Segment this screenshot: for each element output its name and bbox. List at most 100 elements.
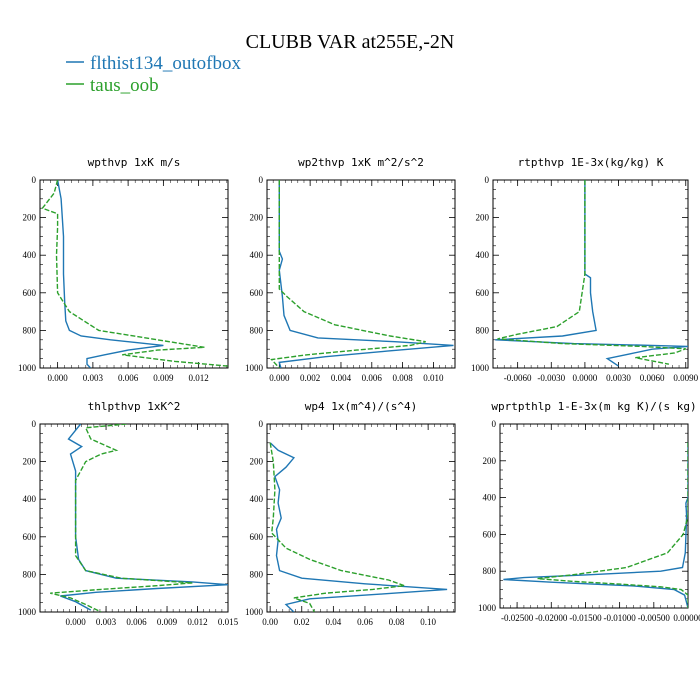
series-line-flthist134 — [56, 180, 164, 368]
y-tick-label: 800 — [23, 569, 37, 579]
y-tick-label: 200 — [476, 213, 490, 223]
x-tick-label: 0.0060 — [640, 373, 665, 383]
subplot-title: wp2thvp 1xK m^2/s^2 — [298, 156, 424, 169]
series-line-taus-oob — [41, 180, 228, 367]
y-tick-label: 0 — [485, 175, 490, 185]
y-tick-label: 800 — [250, 569, 264, 579]
y-tick-label: 200 — [23, 457, 37, 467]
legend-label-0: flthist134_outofbox — [90, 53, 241, 74]
y-tick-label: 1000 — [18, 607, 37, 617]
y-tick-label: 600 — [250, 288, 264, 298]
subplot-5: wprtpthlp 1-E-3x(m kg K)/(s kg) 0 200 400 60… — [478, 400, 700, 623]
y-tick-label: 400 — [250, 494, 264, 504]
y-tick-label: 800 — [483, 566, 497, 576]
x-tick-label: 0.000 — [269, 373, 290, 383]
x-tick-label: 0.06 — [357, 617, 373, 627]
y-tick-label: 800 — [23, 325, 37, 335]
y-tick-label: 600 — [23, 288, 37, 298]
plot-frame — [492, 179, 689, 369]
legend-label-1: taus_oob — [90, 75, 159, 96]
x-tick-label: 0.00000 — [673, 613, 700, 623]
plot-frame — [39, 423, 229, 613]
subplot-1: wp2thvp 1xK m^2/s^2 0 200 400 600 800 1000 0.00… — [245, 156, 456, 383]
series-line-taus-oob — [537, 442, 688, 608]
x-tick-label: 0.003 — [83, 373, 104, 383]
series-line-flthist134 — [503, 442, 688, 608]
x-tick-label: 0.015 — [218, 617, 239, 627]
x-tick-label: 0.04 — [325, 617, 341, 627]
x-tick-label: -0.01500 — [569, 613, 602, 623]
series-line-taus-oob — [270, 180, 426, 368]
y-tick-label: 200 — [23, 213, 37, 223]
y-tick-label: 200 — [250, 457, 264, 467]
y-tick-label: 1000 — [245, 363, 264, 373]
x-tick-label: -0.02500 — [501, 613, 534, 623]
subplot-3: thlpthvp 1xK^2 0 200 400 600 800 1000 0.000 0.00… — [18, 400, 239, 627]
x-tick-label: 0.009 — [153, 373, 174, 383]
x-tick-label: 0.0000 — [573, 373, 598, 383]
series-line-flthist134 — [495, 180, 688, 367]
y-tick-label: 200 — [250, 213, 264, 223]
series-line-taus-oob — [269, 442, 405, 612]
x-tick-label: 0.009 — [157, 617, 178, 627]
x-tick-label: 0.006 — [118, 373, 139, 383]
subplot-title: wprtpthlp 1-E-3x(m kg K)/(s kg) — [491, 400, 696, 413]
x-tick-label: -0.01000 — [604, 613, 637, 623]
series-line-flthist134 — [278, 180, 454, 368]
series-line-flthist134 — [60, 424, 228, 611]
y-tick-label: 1000 — [18, 363, 37, 373]
series-line-flthist134 — [269, 442, 448, 612]
x-tick-label: 0.006 — [126, 617, 147, 627]
y-tick-label: 800 — [476, 325, 490, 335]
y-tick-label: 0 — [259, 419, 264, 429]
x-tick-label: 0.00 — [262, 617, 278, 627]
subplot-title: rtpthvp 1E-3x(kg/kg) K — [518, 156, 664, 169]
y-tick-label: 800 — [250, 325, 264, 335]
y-tick-label: 400 — [483, 493, 497, 503]
x-tick-label: -0.00500 — [638, 613, 671, 623]
y-tick-label: 600 — [23, 532, 37, 542]
y-tick-label: 400 — [23, 494, 37, 504]
x-tick-label: 0.02 — [294, 617, 310, 627]
x-tick-label: 0.0030 — [606, 373, 631, 383]
series-line-taus-oob — [497, 180, 687, 365]
x-tick-label: 0.000 — [65, 617, 86, 627]
x-tick-label: 0.003 — [96, 617, 117, 627]
y-tick-label: 600 — [476, 288, 490, 298]
legend: flthist134_outofbox taus_oob — [66, 53, 241, 96]
series-line-taus-oob — [50, 424, 193, 612]
subplot-0: wpthvp 1xK m/s 0 200 400 600 800 1000 0.000 0.00… — [18, 156, 229, 383]
x-tick-label: 0.0090 — [673, 373, 698, 383]
y-tick-label: 400 — [23, 250, 37, 260]
x-tick-label: 0.008 — [392, 373, 413, 383]
y-tick-label: 400 — [250, 250, 264, 260]
x-tick-label: 0.000 — [48, 373, 69, 383]
y-tick-label: 400 — [476, 250, 490, 260]
y-tick-label: 1000 — [478, 603, 497, 613]
y-tick-label: 600 — [483, 529, 497, 539]
x-tick-label: 0.002 — [300, 373, 320, 383]
subplot-2: rtpthvp 1E-3x(kg/kg) K 0 200 400 600 800 1000 -… — [471, 156, 699, 383]
subplot-title: wp4 1x(m^4)/(s^4) — [305, 400, 418, 413]
y-tick-label: 0 — [259, 175, 264, 185]
y-tick-label: 0 — [492, 419, 497, 429]
subplot-title: wpthvp 1xK m/s — [88, 156, 181, 169]
plot-frame — [39, 179, 229, 369]
x-tick-label: 0.08 — [389, 617, 405, 627]
x-tick-label: 0.004 — [331, 373, 352, 383]
x-tick-label: 0.010 — [423, 373, 444, 383]
y-tick-label: 600 — [250, 532, 264, 542]
x-tick-label: -0.02000 — [535, 613, 568, 623]
figure-title: CLUBB VAR at255E,-2N — [246, 31, 455, 53]
subplot-title: thlpthvp 1xK^2 — [88, 400, 181, 413]
y-tick-label: 0 — [32, 419, 37, 429]
y-tick-label: 1000 — [471, 363, 490, 373]
y-tick-label: 0 — [32, 175, 37, 185]
x-tick-label: -0.0060 — [504, 373, 532, 383]
x-tick-label: -0.0030 — [537, 373, 565, 383]
x-tick-label: 0.006 — [362, 373, 383, 383]
x-tick-label: 0.012 — [189, 373, 209, 383]
